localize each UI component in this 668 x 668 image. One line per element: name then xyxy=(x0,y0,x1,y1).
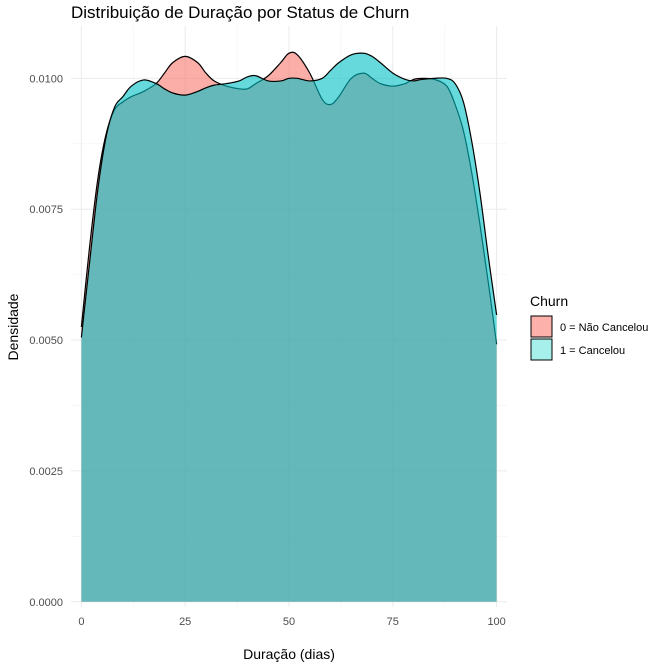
density-area-cancelou xyxy=(81,53,497,602)
legend-label-cancelou: 1 = Cancelou xyxy=(560,345,625,357)
x-axis-label: Duração (dias) xyxy=(243,646,335,662)
legend: Churn 0 = Não Cancelou 1 = Cancelou xyxy=(530,293,648,361)
chart-title: Distribuição de Duração por Status de Ch… xyxy=(71,3,409,22)
axis-ticks: 0 25 50 75 100 0.0000 0.0025 0.0050 0.0075 0.0100 xyxy=(29,73,505,628)
x-tick-label: 0 xyxy=(78,616,84,628)
y-tick-label: 0.0000 xyxy=(29,597,63,609)
y-axis-label: Densidade xyxy=(5,293,21,360)
y-tick-label: 0.0050 xyxy=(29,335,63,347)
density-areas xyxy=(80,51,498,602)
legend-item-nao-cancelou: 0 = Não Cancelou xyxy=(530,315,648,338)
density-area-cancelou-outline xyxy=(80,52,498,338)
legend-item-cancelou: 1 = Cancelou xyxy=(530,338,625,361)
y-tick-label: 0.0025 xyxy=(29,466,63,478)
y-tick-label: 0.0100 xyxy=(29,73,63,85)
x-tick-label: 100 xyxy=(487,616,505,628)
legend-key-nao-cancelou xyxy=(530,315,553,338)
y-tick-label: 0.0075 xyxy=(29,204,63,216)
x-tick-label: 50 xyxy=(283,616,295,628)
legend-key-cancelou xyxy=(530,338,553,361)
x-tick-label: 25 xyxy=(179,616,191,628)
legend-label-nao-cancelou: 0 = Não Cancelou xyxy=(560,322,648,334)
x-tick-label: 75 xyxy=(387,616,399,628)
legend-title: Churn xyxy=(530,293,568,309)
